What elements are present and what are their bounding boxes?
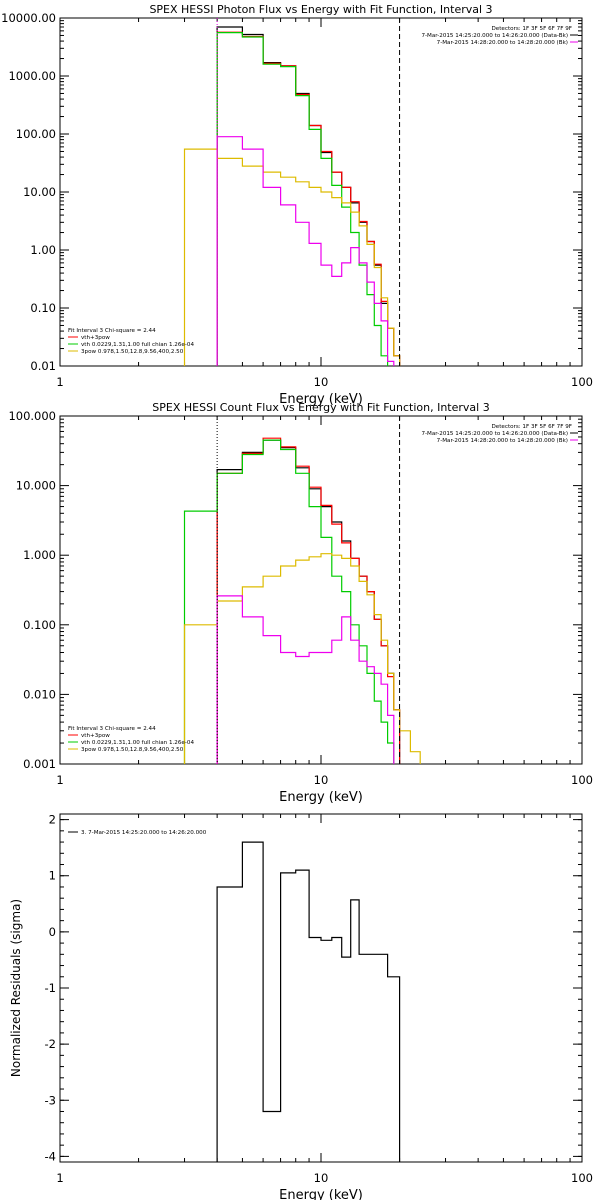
legend-entry: vth 0.0229,1.31,1.00 full chian 1.26e-04 bbox=[81, 740, 194, 746]
y-tick-label: 10000.00 bbox=[1, 11, 56, 25]
y-axis-label: Normalized Residuals (sigma) bbox=[9, 899, 23, 1077]
time-range-label: 7-Mar-2015 14:28:20.000 to 14:28:20.000 … bbox=[437, 438, 568, 444]
plot-frame bbox=[59, 813, 583, 1163]
plot-area bbox=[183, 18, 401, 366]
y-tick-label: 0.001 bbox=[23, 757, 56, 771]
detectors-label: Detectors: 1F 3F 5F 6F 7F 9F bbox=[491, 424, 572, 430]
series-data-line bbox=[216, 26, 401, 366]
time-range-label: 7-Mar-2015 14:25:20.000 to 14:26:20.000 … bbox=[421, 431, 568, 437]
x-tick-label: 1 bbox=[56, 1171, 63, 1185]
series-bk-line bbox=[216, 136, 395, 366]
panel-3: Energy (keV) Normalized Residuals (sigma)… bbox=[9, 813, 593, 1200]
series-data-line bbox=[216, 439, 401, 764]
series-3pow-line bbox=[183, 148, 401, 366]
panel-2: SPEX HESSI Count Flux vs Energy with Fit… bbox=[8, 401, 593, 805]
y-tick-label: 0.10 bbox=[30, 301, 56, 315]
y-tick-label: 2 bbox=[49, 813, 56, 827]
legend-entry: 3pow 0.978,1.50,12.8,9.56,400,2.50 bbox=[81, 747, 184, 753]
y-tick-label: 0.100 bbox=[23, 618, 56, 632]
plot-frame bbox=[59, 415, 583, 765]
series-total-line bbox=[216, 31, 401, 366]
x-tick-label: 10 bbox=[314, 375, 329, 389]
legend-entry: vth 0.0229,1.31,1.00 full chian 1.26e-04 bbox=[81, 342, 194, 348]
y-tick-label: 10.000 bbox=[16, 479, 56, 493]
x-axis-label: Energy (keV) bbox=[279, 392, 363, 407]
legend-header: Fit Interval 3 Chi-square = 2.44 bbox=[68, 726, 156, 732]
y-tick-label: -1 bbox=[45, 981, 56, 995]
legend-entry: 3pow 0.978,1.50,12.8,9.56,400,2.50 bbox=[81, 349, 184, 355]
x-tick-label: 1 bbox=[56, 375, 63, 389]
legend-entry: vth+3pow bbox=[81, 733, 110, 739]
x-tick-label: 10 bbox=[314, 773, 329, 787]
x-axis-label: Energy (keV) bbox=[279, 1188, 363, 1200]
y-tick-label: -4 bbox=[45, 1149, 56, 1163]
y-tick-label: 1.00 bbox=[30, 243, 56, 257]
y-tick-label: 100.00 bbox=[16, 127, 56, 141]
legend-entry: vth+3pow bbox=[81, 335, 110, 341]
y-tick-label: 10.00 bbox=[23, 185, 56, 199]
y-tick-label: 0.010 bbox=[23, 687, 56, 701]
y-tick-label: -3 bbox=[45, 1093, 56, 1107]
x-tick-label: 100 bbox=[571, 773, 593, 787]
legend-entry: 3. 7-Mar-2015 14:25:20.000 to 14:26:20.0… bbox=[81, 830, 207, 836]
chart-title: SPEX HESSI Photon Flux vs Energy with Fi… bbox=[149, 3, 492, 16]
plot-area bbox=[183, 416, 421, 764]
x-tick-label: 100 bbox=[571, 375, 593, 389]
series-total-line bbox=[216, 437, 401, 764]
y-tick-label: -2 bbox=[45, 1037, 56, 1051]
y-tick-label: 0 bbox=[49, 925, 56, 939]
plot-area bbox=[216, 841, 401, 1162]
series-bk-line bbox=[216, 595, 395, 764]
y-tick-label: 1000.00 bbox=[8, 69, 56, 83]
series-3pow-line bbox=[183, 553, 421, 764]
series-vth-line bbox=[183, 439, 395, 764]
x-tick-label: 1 bbox=[56, 773, 63, 787]
x-axis-label: Energy (keV) bbox=[279, 790, 363, 805]
chart-title: SPEX HESSI Count Flux vs Energy with Fit… bbox=[152, 401, 489, 414]
series-vth-line bbox=[216, 32, 389, 366]
y-tick-label: 1.000 bbox=[23, 548, 56, 562]
x-tick-label: 10 bbox=[314, 1171, 329, 1185]
time-range-label: 7-Mar-2015 14:25:20.000 to 14:26:20.000 … bbox=[421, 33, 568, 39]
y-tick-label: 1 bbox=[49, 869, 56, 883]
panel-1: SPEX HESSI Photon Flux vs Energy with Fi… bbox=[1, 3, 593, 407]
detectors-label: Detectors: 1F 3F 5F 6F 7F 9F bbox=[491, 26, 572, 32]
time-range-label: 7-Mar-2015 14:28:20.000 to 14:28:20.000 … bbox=[437, 40, 568, 46]
legend-header: Fit Interval 3 Chi-square = 2.44 bbox=[68, 328, 156, 334]
x-tick-label: 100 bbox=[571, 1171, 593, 1185]
y-tick-label: 0.01 bbox=[30, 359, 56, 373]
series-data-line bbox=[216, 841, 401, 1162]
y-tick-label: 100.000 bbox=[8, 409, 56, 423]
